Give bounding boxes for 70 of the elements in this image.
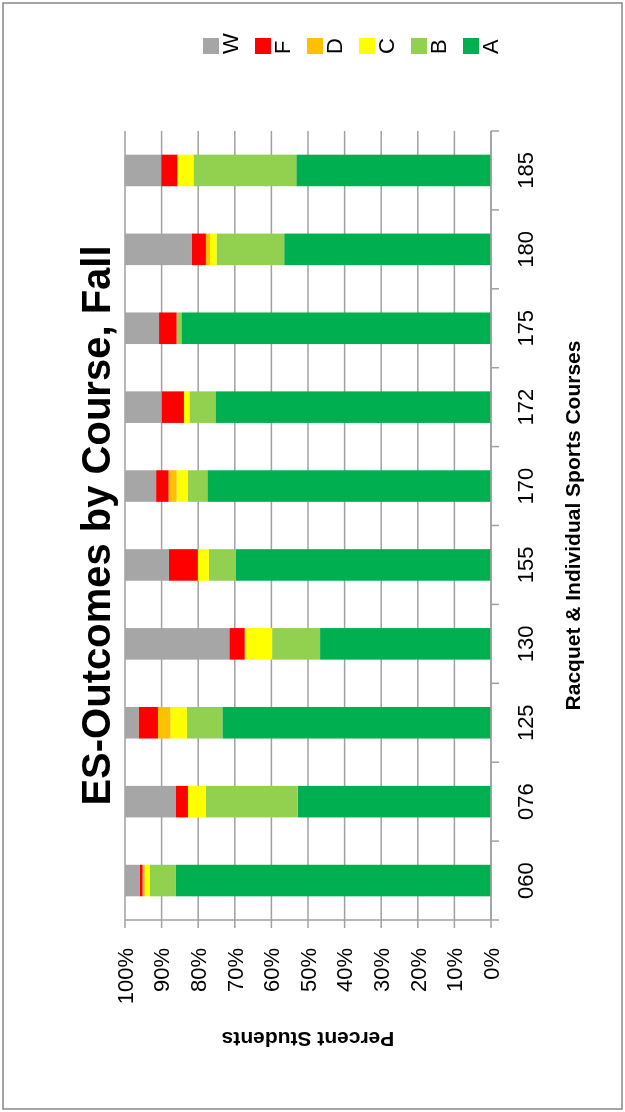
x-tick-label: 30% xyxy=(368,948,394,993)
x-tick-label: 60% xyxy=(259,948,285,993)
bar xyxy=(229,628,245,660)
legend-label: A xyxy=(477,39,503,54)
y-tick-label: 125 xyxy=(513,704,538,742)
bar xyxy=(222,706,491,739)
bar xyxy=(156,470,169,502)
legend-label: F xyxy=(269,40,295,54)
y-tick-label: 060 xyxy=(513,862,538,899)
bar xyxy=(320,628,491,660)
y-tick-label: 185 xyxy=(513,152,538,189)
bar xyxy=(175,864,491,897)
x-tick-label: 40% xyxy=(332,948,358,993)
legend-label: B xyxy=(425,39,451,54)
bar xyxy=(216,233,285,266)
bar xyxy=(205,785,298,818)
bar xyxy=(297,785,491,818)
bar xyxy=(284,233,491,266)
bar xyxy=(296,154,491,187)
bar xyxy=(177,154,194,187)
x-tick-label: 90% xyxy=(149,948,175,993)
bar xyxy=(189,391,216,423)
bar xyxy=(175,785,188,818)
bar xyxy=(191,233,206,266)
legend-label: C xyxy=(373,38,399,54)
bar xyxy=(170,706,187,739)
bar xyxy=(168,549,198,581)
y-tick-label: 130 xyxy=(513,625,538,663)
y-axis-title: Racquet & Individual Sports Courses xyxy=(561,340,584,711)
text: ES-Outcomes by Course, Fall xyxy=(74,245,118,806)
bar xyxy=(187,785,206,818)
x-tick-label: 50% xyxy=(295,948,321,993)
bar xyxy=(138,706,158,739)
bar xyxy=(161,391,184,423)
bar xyxy=(181,312,491,345)
bar xyxy=(208,549,236,581)
y-tick-label: 172 xyxy=(513,388,538,426)
bar xyxy=(207,470,491,502)
x-tick-label: 20% xyxy=(405,948,431,993)
legend-label: W xyxy=(217,33,243,54)
bar xyxy=(209,233,217,266)
bar xyxy=(244,628,273,660)
x-tick-label: 0% xyxy=(478,948,504,980)
y-tick-label: 170 xyxy=(513,467,538,505)
legend-label: D xyxy=(321,38,347,54)
bar xyxy=(215,391,491,423)
y-tick-label: 180 xyxy=(513,230,538,268)
x-tick-label: 100% xyxy=(112,948,138,1005)
bar xyxy=(197,549,209,581)
bar xyxy=(272,628,321,660)
bar xyxy=(159,312,177,345)
bar xyxy=(176,470,188,502)
bar xyxy=(168,470,177,502)
bar xyxy=(205,233,210,266)
bar xyxy=(183,391,190,423)
bar xyxy=(186,706,223,739)
bar xyxy=(144,864,150,897)
bar xyxy=(157,706,171,739)
x-tick-label: 80% xyxy=(185,948,211,993)
bar xyxy=(187,470,208,502)
bar xyxy=(193,154,297,187)
x-tick-label: 70% xyxy=(222,948,248,993)
bar xyxy=(149,864,176,897)
y-tick-label: 175 xyxy=(513,309,538,347)
y-tick-label: 155 xyxy=(513,546,538,584)
bar xyxy=(235,549,491,581)
x-axis-title: Percent Students xyxy=(221,1028,395,1051)
bar xyxy=(161,154,178,187)
y-tick-label: 076 xyxy=(513,783,538,821)
x-tick-label: 10% xyxy=(442,948,468,993)
